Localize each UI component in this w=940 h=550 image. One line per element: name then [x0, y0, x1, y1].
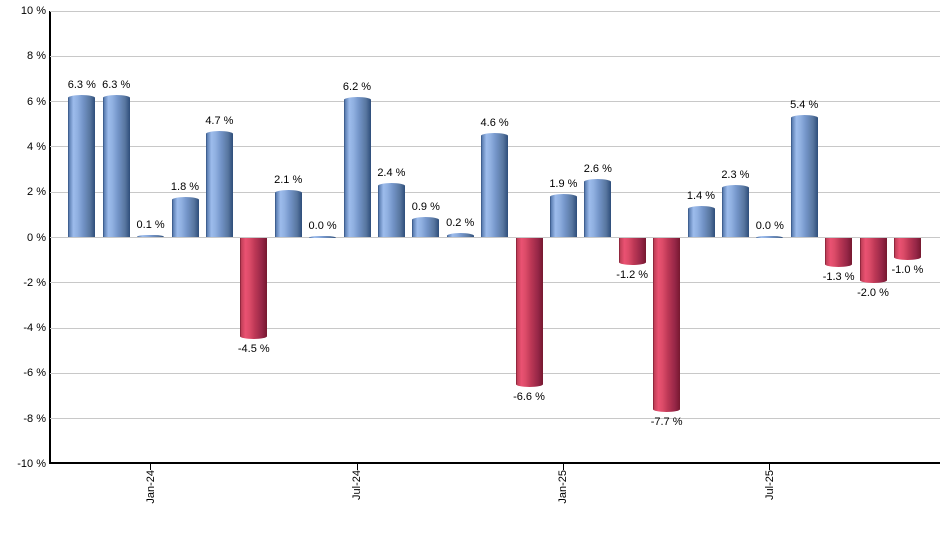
bar-value-label: -1.0 %: [891, 264, 924, 277]
bar-value-label: 6.3 %: [102, 78, 131, 91]
bar-positive: [377, 183, 405, 238]
bar-value-label: 4.7 %: [205, 115, 234, 128]
y-axis-tick-label: -10 %: [17, 458, 46, 470]
bar-positive: [756, 235, 784, 238]
bar-value-label: -7.7 %: [650, 415, 683, 428]
y-axis-tick-label: 6 %: [27, 95, 46, 108]
bar-value-label: 2.1 %: [274, 173, 303, 186]
bar-value-label: 0.9 %: [411, 201, 440, 214]
bar-positive: [790, 115, 818, 238]
bar-value-label: 2.6 %: [583, 162, 612, 175]
bar-value-label: 5.4 %: [790, 99, 819, 112]
bar-negative: [653, 237, 681, 412]
x-axis-line: [49, 462, 940, 464]
bar-negative: [618, 237, 646, 265]
bar-value-label: 4.6 %: [480, 117, 509, 130]
bar-value-label: 1.8 %: [170, 180, 200, 193]
bar-positive: [205, 131, 233, 238]
bar-positive: [721, 185, 749, 238]
bar-value-label: -2.0 %: [857, 286, 889, 299]
gridline: [50, 101, 940, 103]
bar-negative: [825, 237, 853, 267]
bar-positive: [481, 133, 509, 238]
bar-value-label: 2.3 %: [721, 169, 750, 182]
bar-value-label: -6.6 %: [513, 390, 545, 403]
bar-positive: [274, 189, 302, 238]
bar-value-label: 1.4 %: [686, 189, 716, 202]
gridline: [50, 327, 940, 329]
bar-value-label: 6.3 %: [67, 78, 96, 91]
bar-positive: [446, 232, 474, 238]
gridline: [50, 372, 940, 374]
bar-positive: [549, 194, 577, 238]
gridline: [50, 55, 940, 57]
x-axis-tick-label: Jan-24: [144, 470, 157, 504]
y-axis-tick-label: -2 %: [23, 276, 46, 289]
bar-positive: [309, 235, 337, 238]
bar-negative: [859, 237, 887, 283]
bar-negative: [893, 237, 921, 261]
bar-value-label: 0.0 %: [308, 219, 337, 232]
bar-value-label: -1.2 %: [616, 268, 649, 281]
bar-positive: [412, 217, 440, 238]
x-axis-tick-label: Jul-25: [763, 470, 776, 500]
bar-positive: [171, 196, 199, 238]
bar-negative: [515, 237, 543, 387]
bar-positive: [137, 235, 165, 238]
y-axis-tick-label: -4 %: [23, 322, 46, 335]
y-axis-tick-label: -8 %: [23, 412, 46, 425]
bar-value-label: -1.3 %: [822, 270, 855, 283]
x-axis-tick: [356, 464, 358, 470]
bar-positive: [102, 94, 130, 238]
gridline: [50, 282, 940, 284]
gridline: [50, 418, 940, 420]
y-axis-tick-label: 10 %: [20, 5, 46, 17]
gridline: [50, 10, 940, 12]
bar-value-label: 0.1 %: [136, 219, 165, 232]
x-axis-tick: [150, 464, 152, 470]
bar-positive: [687, 205, 715, 238]
y-axis-tick-label: 0 %: [27, 231, 46, 244]
y-axis-tick-label: 2 %: [27, 186, 46, 199]
bar-positive: [343, 97, 371, 238]
bar-value-label: 2.4 %: [377, 167, 406, 180]
bar-value-label: -4.5 %: [237, 343, 270, 356]
bar-positive: [584, 178, 612, 238]
y-axis-tick-label: 8 %: [27, 50, 46, 63]
bar-value-label: 0.2 %: [446, 216, 475, 229]
bar-value-label: 0.0 %: [755, 219, 784, 232]
y-axis-tick-label: 4 %: [27, 140, 46, 153]
x-axis-tick: [562, 464, 564, 470]
y-axis-tick-label: -6 %: [23, 367, 46, 380]
bar-value-label: 1.9 %: [549, 178, 578, 191]
bar-value-label: 6.2 %: [342, 81, 372, 94]
bar-positive: [68, 94, 96, 238]
x-axis-tick-label: Jul-24: [351, 470, 363, 500]
x-axis-tick: [769, 464, 771, 470]
gridline: [50, 237, 940, 238]
bar-negative: [240, 237, 268, 340]
x-axis-tick-label: Jan-25: [557, 470, 570, 504]
